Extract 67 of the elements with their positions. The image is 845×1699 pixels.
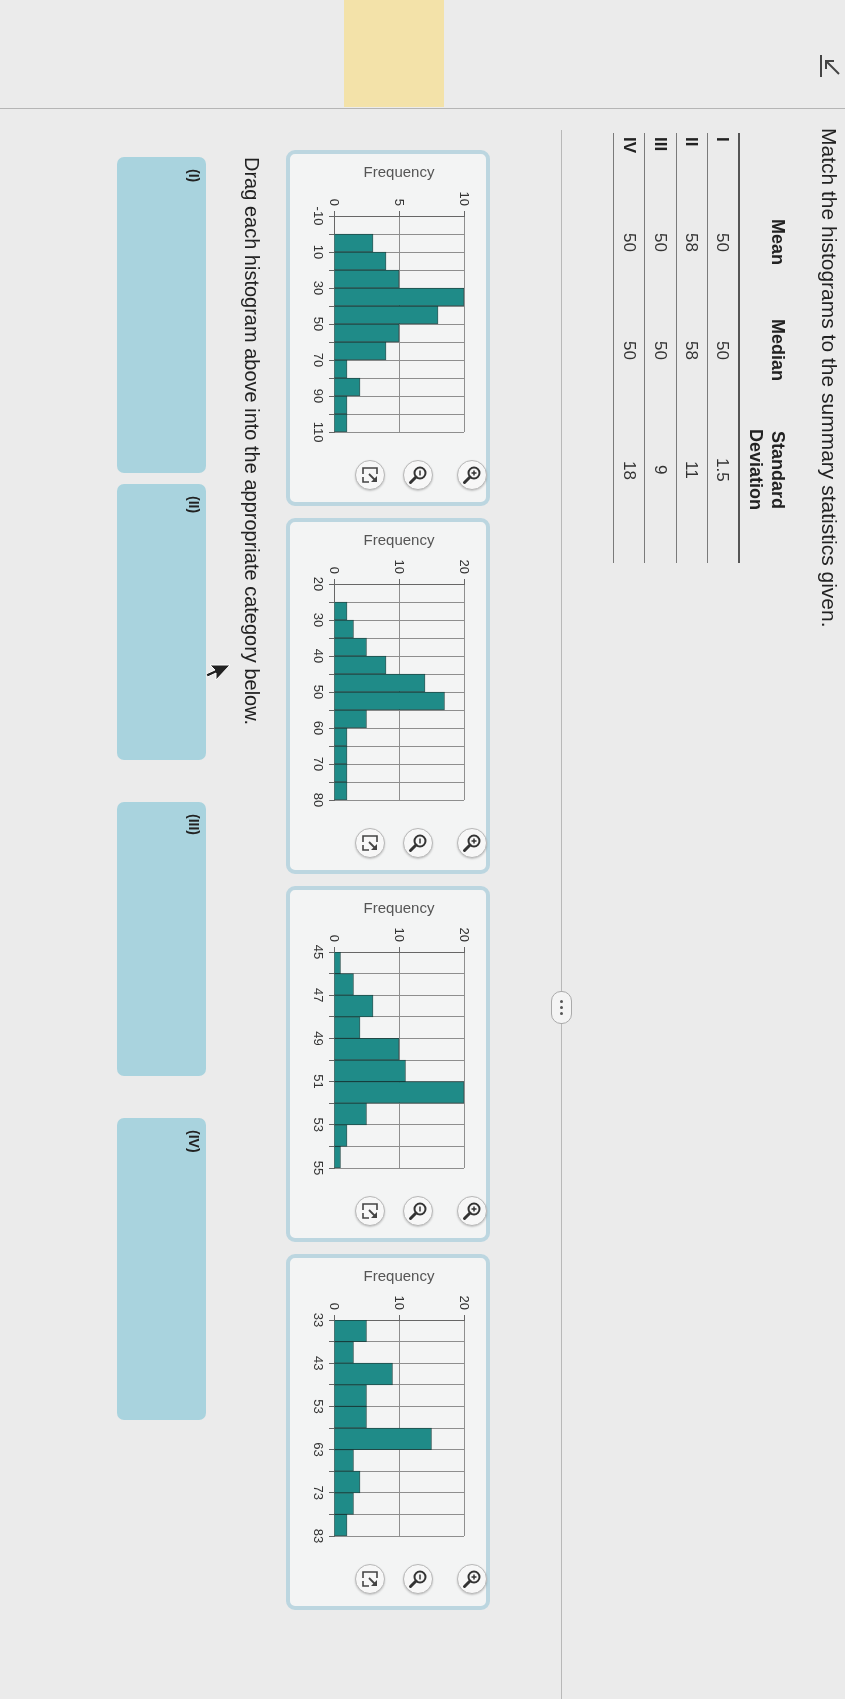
x-axis-title: Frequency — [363, 531, 435, 549]
x-tick-label: 5 — [392, 198, 408, 206]
y-tick-label: 47 — [311, 987, 327, 1003]
y-tick-label: 83 — [311, 1528, 327, 1544]
y-tick-label: 60 — [311, 720, 327, 736]
x-tick-label: 10 — [392, 927, 408, 942]
data-label: 18 — [618, 459, 640, 482]
y-tick-label: 55 — [311, 1160, 327, 1176]
data-label: 50 — [618, 339, 640, 362]
x-axis-title: Frequency — [363, 163, 435, 181]
text: Mean — [767, 218, 789, 267]
y-tick-label: 50 — [311, 684, 327, 700]
y-tick-label: 80 — [311, 792, 327, 808]
y-tick-label: 30 — [311, 612, 327, 628]
text: Drag each histogram above into the appropriate category below. — [240, 157, 264, 726]
y-tick-label: 70 — [311, 352, 327, 368]
data-label: 50 — [712, 339, 734, 362]
x-tick-label: 10 — [392, 559, 408, 574]
x-axis-title: Frequency — [363, 1267, 435, 1285]
data-label: 58 — [681, 231, 703, 254]
x-tick-label: 0 — [327, 934, 343, 942]
x-tick-label: 0 — [327, 198, 343, 206]
y-tick-label: 43 — [311, 1355, 327, 1371]
y-tick-label: 45 — [311, 944, 327, 960]
category-label: III — [649, 137, 671, 152]
text: Standard Deviation — [745, 428, 789, 513]
data-label: 1.5 — [712, 457, 734, 484]
y-tick-label: 50 — [311, 316, 327, 332]
data-label: 11 — [681, 460, 703, 481]
y-tick-label: 63 — [311, 1442, 327, 1457]
data-label: 58 — [681, 339, 703, 362]
y-tick-label: 110 — [311, 421, 327, 443]
category-label: (IV) — [185, 1130, 203, 1153]
x-tick-label: 0 — [327, 566, 343, 574]
text: Match the histograms to the summary statistics given. — [817, 128, 841, 628]
category-label: I — [712, 137, 734, 142]
y-tick-label: 90 — [311, 388, 327, 404]
y-tick-label: 40 — [311, 648, 327, 664]
y-tick-label: 49 — [311, 1031, 327, 1046]
category-label: II — [681, 137, 703, 147]
x-tick-label: 20 — [457, 559, 473, 574]
x-tick-label: 20 — [457, 1295, 473, 1310]
x-tick-label: 0 — [327, 1302, 343, 1310]
y-tick-label: 51 — [311, 1074, 327, 1089]
category-label: IV — [618, 137, 640, 154]
category-label: (II) — [185, 496, 203, 514]
y-tick-label: -10 — [311, 206, 327, 226]
x-tick-label: 20 — [457, 927, 473, 942]
y-tick-label: 70 — [311, 756, 327, 772]
data-label: 9 — [649, 464, 671, 477]
category-label: (III) — [185, 814, 203, 835]
x-tick-label: 10 — [457, 191, 473, 206]
y-tick-label: 73 — [311, 1485, 327, 1501]
y-tick-label: 33 — [311, 1312, 327, 1328]
y-tick-label: 10 — [311, 244, 327, 260]
data-label: 50 — [649, 339, 671, 362]
x-tick-label: 10 — [392, 1295, 408, 1310]
category-label: (I) — [185, 169, 203, 183]
y-tick-label: 30 — [311, 280, 327, 296]
y-tick-label: 53 — [311, 1399, 327, 1414]
data-label: 50 — [618, 231, 640, 254]
data-label: 50 — [712, 231, 734, 254]
y-tick-label: 53 — [311, 1117, 327, 1133]
x-axis-title: Frequency — [363, 899, 435, 917]
text: Median — [767, 318, 789, 383]
y-tick-label: 20 — [311, 576, 327, 592]
data-label: 50 — [649, 231, 671, 254]
